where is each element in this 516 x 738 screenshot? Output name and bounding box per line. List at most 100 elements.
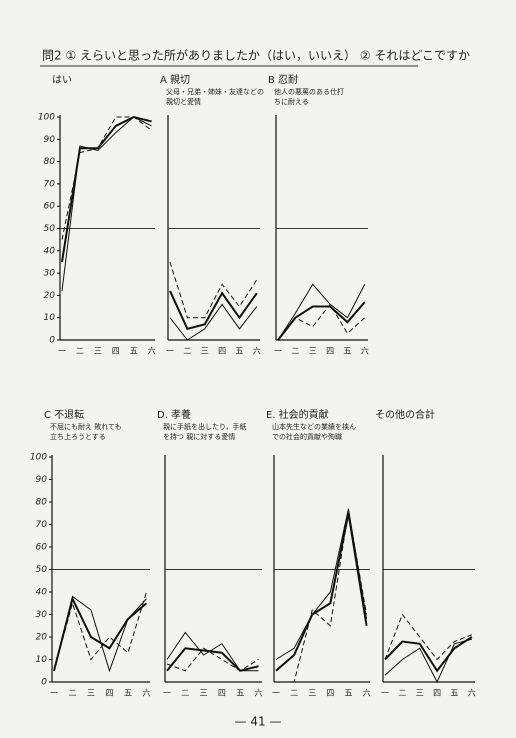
x-tick-label: 二 [291,347,299,356]
x-tick-label: 五 [130,347,138,356]
y-tick-label: 20 [36,633,48,643]
y-tick-label: 80 [44,157,56,167]
x-tick-label: 六 [253,346,261,356]
x-tick-label: 一 [166,347,174,356]
chart-title: はい [52,74,72,86]
data-line [53,591,147,671]
x-tick-label: 四 [326,347,334,356]
x-tick-label: 四 [433,689,441,698]
x-tick-label: 六 [142,688,150,698]
data-line [277,283,366,341]
x-tick-label: 一 [272,689,280,698]
chart-title: D. 孝養 [157,408,191,421]
x-tick-label: 二 [76,347,84,356]
x-tick-label: 一 [381,689,389,698]
x-tick-label: 二 [181,689,189,698]
chart-title: A 親切 [160,73,190,86]
x-tick-label: 五 [236,689,244,698]
data-line [384,613,472,661]
y-tick-label: 50 [36,565,48,575]
x-tick-label: 一 [50,689,58,698]
y-tick-label: 20 [44,291,56,301]
data-line [166,631,259,672]
x-tick-label: 三 [416,689,424,698]
x-tick-label: 五 [235,347,243,356]
data-line [384,636,473,673]
y-tick-label: 30 [36,610,48,620]
y-tick-label: 40 [44,246,56,256]
chart-subtitle: ちに耐える [274,97,309,106]
y-tick-label: 50 [44,224,56,234]
x-tick-label: 六 [148,346,156,356]
data-line [53,595,148,671]
page-number: — 41 — [235,715,282,729]
chart-title: B 忍耐 [268,73,298,86]
chart-subtitle: を持つ 親に対する愛情 [163,432,235,441]
data-line [169,290,258,331]
y-tick-label: 100 [38,113,55,123]
x-tick-label: 三 [87,689,95,698]
chart-subtitle: 親切と愛情 [166,97,201,106]
chart-subtitle: 立ち上ろうとする [50,432,106,441]
data-line [275,508,368,660]
y-tick-label: 60 [44,202,56,212]
data-line [166,647,259,672]
data-line [166,647,259,672]
data-line [277,301,366,341]
x-tick-label: 二 [68,689,76,698]
y-tick-label: 80 [36,498,48,508]
data-line [53,595,147,673]
chart-subtitle: 親に手紙を出したり，手紙 [163,422,247,431]
x-tick-label: 五 [343,347,351,356]
data-line [169,303,258,341]
data-line [275,513,368,672]
chart-title: E. 社会的貢献 [266,408,329,421]
data-line [61,116,152,292]
x-tick-label: 四 [105,689,113,698]
x-tick-label: 三 [309,347,317,356]
chart-subtitle: 不屈にも耐え 敗れても [50,422,122,431]
x-tick-label: 三 [94,347,102,356]
x-tick-label: 二 [183,347,191,356]
x-tick-label: 五 [344,689,352,698]
x-tick-label: 二 [398,689,406,698]
chart-title: C 不退転 [44,409,84,421]
data-line [277,303,366,341]
x-tick-label: 四 [112,347,120,356]
x-tick-label: 五 [124,689,132,698]
x-tick-label: 三 [201,347,209,356]
x-tick-label: 一 [163,689,171,698]
x-tick-label: 六 [363,688,371,698]
chart-subtitle: 他人の悪罵のある仕打 [274,87,344,96]
y-tick-label: 10 [44,313,56,323]
x-tick-label: 三 [200,689,208,698]
data-line [384,638,472,684]
x-tick-label: 一 [58,347,66,356]
x-tick-label: 一 [274,347,282,356]
y-tick-label: 70 [44,179,56,189]
x-tick-label: 三 [308,689,316,698]
page-title: 問2 ① えらいと思った所がありましたか（はい，いいえ） ② それはどこですか [42,48,470,63]
y-tick-label: 10 [36,655,48,665]
x-tick-label: 六 [255,688,263,698]
data-line [276,510,368,683]
x-tick-label: 二 [290,689,298,698]
y-tick-label: 100 [30,453,47,463]
y-tick-label: 30 [44,269,56,279]
x-tick-label: 四 [326,689,334,698]
y-tick-label: 90 [44,135,56,145]
y-tick-label: 70 [36,520,48,530]
y-tick-label: 90 [36,475,48,485]
data-line [169,261,258,319]
x-tick-label: 五 [450,689,458,698]
chart-title: その他の合計 [375,408,435,421]
x-tick-label: 六 [361,346,369,356]
data-line [61,116,152,240]
y-tick-label: 0 [49,336,55,346]
data-line [61,115,152,263]
x-tick-label: 四 [218,689,226,698]
x-tick-label: 六 [468,688,476,698]
y-tick-label: 40 [36,588,48,598]
y-tick-label: 60 [36,543,48,553]
